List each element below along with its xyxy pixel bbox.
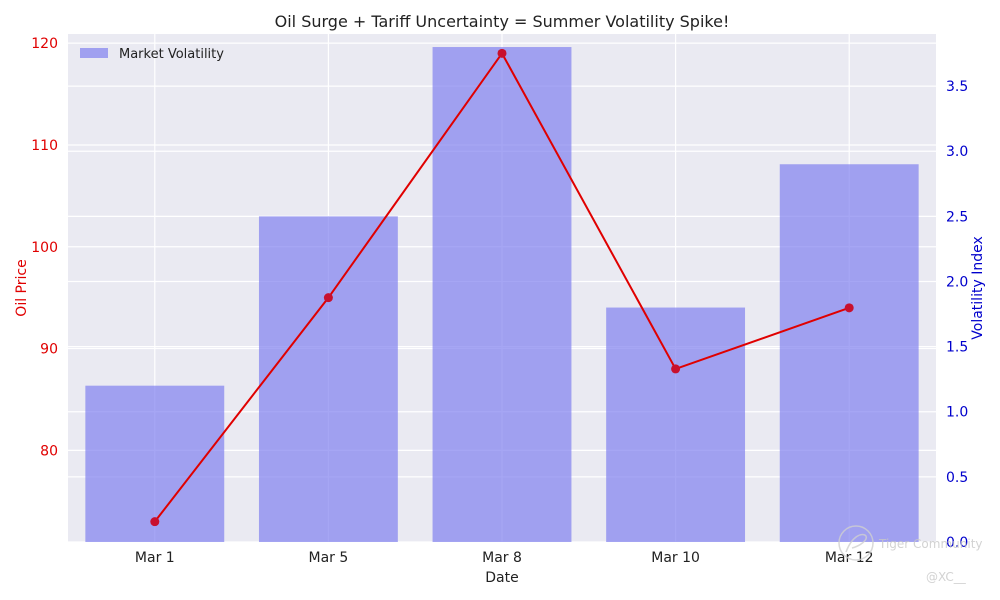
watermark-handle: @XC__ xyxy=(926,570,967,584)
right-axis: 0.0 0.5 1.0 1.5 2.0 2.5 3.0 3.5 xyxy=(946,79,968,551)
volatility-bar xyxy=(432,47,572,543)
right-tick-label: 0.5 xyxy=(946,470,968,486)
watermark: Tiger Community @XC__ xyxy=(838,525,983,584)
legend-swatch xyxy=(80,48,108,58)
chart-title: Oil Surge + Tariff Uncertainty = Summer … xyxy=(275,12,730,31)
left-tick-label: 110 xyxy=(31,138,58,154)
right-tick-label: 1.5 xyxy=(946,340,968,356)
right-tick-label: 0.0 xyxy=(946,535,968,551)
left-tick-label: 100 xyxy=(31,240,58,256)
right-tick-label: 1.0 xyxy=(946,405,968,421)
legend-label: Market Volatility xyxy=(119,47,224,62)
x-tick-label: Mar 5 xyxy=(309,550,349,566)
right-tick-label: 2.5 xyxy=(946,209,968,225)
volatility-bar xyxy=(779,164,919,542)
left-tick-label: 90 xyxy=(40,342,58,358)
bars xyxy=(85,47,919,543)
left-tick-label: 120 xyxy=(31,36,58,52)
right-axis-label: Volatility Index xyxy=(970,236,986,339)
left-tick-label: 80 xyxy=(40,443,58,459)
x-axis: Mar 1 Mar 5 Mar 8 Mar 10 Mar 12 xyxy=(135,550,874,566)
x-axis-label: Date xyxy=(485,570,518,586)
watermark-logo-mark xyxy=(845,533,868,553)
right-tick-label: 3.5 xyxy=(946,79,968,95)
oil-price-point xyxy=(671,364,681,374)
x-tick-label: Mar 1 xyxy=(135,550,175,566)
price-line xyxy=(150,48,854,527)
x-tick-label: Mar 10 xyxy=(651,550,700,566)
watermark-text: Tiger Community xyxy=(878,537,983,551)
watermark-logo-icon xyxy=(838,525,874,561)
right-tick-label: 3.0 xyxy=(946,144,968,160)
oil-price-point xyxy=(844,303,854,313)
oil-price-point xyxy=(323,293,333,303)
left-axis-label: Oil Price xyxy=(14,259,30,316)
right-tick-label: 2.0 xyxy=(946,274,968,290)
left-axis: 80 90 100 110 120 xyxy=(31,36,58,459)
oil-price-point xyxy=(150,517,160,527)
volatility-bar xyxy=(85,385,225,542)
x-tick-label: Mar 8 xyxy=(482,550,522,566)
legend: Market Volatility xyxy=(80,47,224,62)
oil-price-point xyxy=(497,48,507,58)
volatility-bar xyxy=(606,307,746,542)
volatility-bar xyxy=(258,216,398,542)
